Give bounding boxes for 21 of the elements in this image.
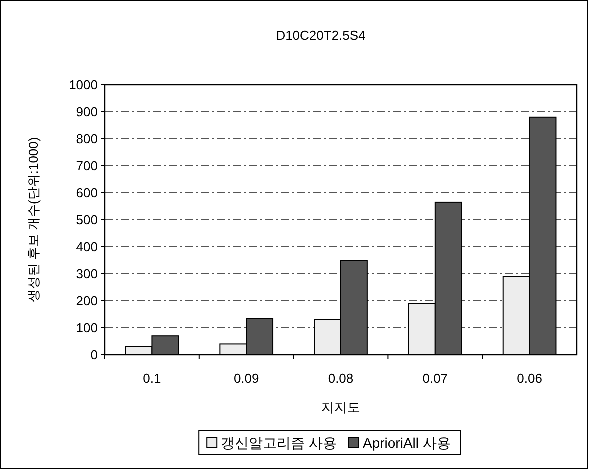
y-tick-label: 600 <box>76 186 98 200</box>
y-tick-label: 200 <box>76 294 98 308</box>
y-tick-label: 100 <box>76 320 98 336</box>
x-tick-label: 0.08 <box>328 371 354 386</box>
x-tick-label: 0.06 <box>517 371 542 386</box>
chart-title: D10C20T2.5S4 <box>276 28 366 43</box>
y-tick-label: 400 <box>76 240 98 254</box>
y-tick-label: 800 <box>76 132 98 146</box>
y-tick-label: 300 <box>76 266 98 282</box>
x-tick-label: 0.07 <box>422 371 448 386</box>
y-tick-label: 900 <box>76 104 98 120</box>
y-tick-label: 0 <box>90 348 98 362</box>
y-tick-label: 700 <box>76 158 98 174</box>
legend-label: AprioriAll 사용 <box>362 435 451 451</box>
legend-label: 갱신알고리즘 사용 <box>221 435 337 451</box>
y-axis-title: 생성된 후보 개수(단위:1000) <box>26 137 41 303</box>
x-tick-label: 0.09 <box>234 371 260 386</box>
x-tick-label: 0.1 <box>143 371 162 386</box>
x-axis-title: 지지도 <box>322 400 360 415</box>
y-tick-label: 1000 <box>69 78 98 92</box>
y-tick-label: 500 <box>76 212 98 228</box>
